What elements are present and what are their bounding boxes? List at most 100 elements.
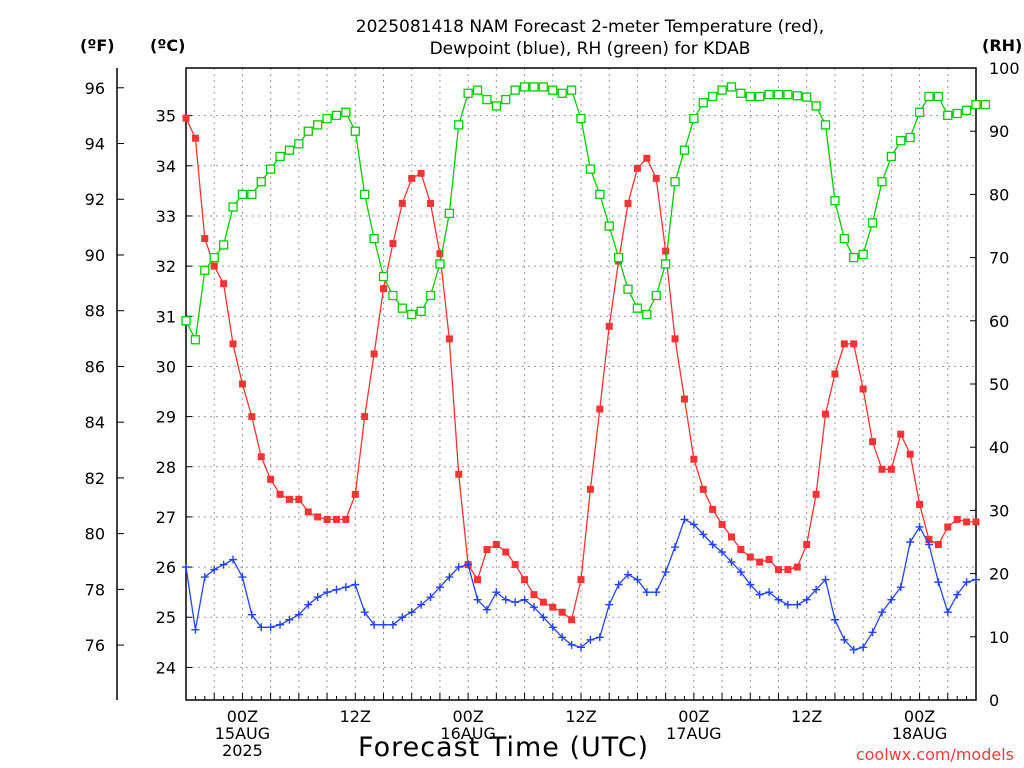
x-tick-label: 00Z (227, 707, 258, 726)
rh-point (501, 94, 511, 105)
rh-point (660, 259, 671, 269)
x-tick-label: 12Z (340, 707, 371, 726)
rh-tick-label: 60 (989, 312, 1009, 331)
rh-point (679, 145, 690, 155)
dewpoint-point (191, 625, 200, 634)
temperature-point (934, 541, 942, 549)
rh-point (228, 202, 238, 212)
temperature-point (201, 235, 209, 243)
rh-point (811, 101, 821, 111)
rh-point (519, 82, 530, 92)
rh-point (914, 107, 925, 117)
temperature-point (427, 199, 435, 207)
rh-point (237, 189, 248, 200)
temperature-point (568, 616, 576, 624)
tick-labels: 24 25 26 27 28 29 30 31 32 33 34 35 76 78 80 82 84 86 88 90… (85, 59, 1020, 760)
dewpoint-point (482, 605, 491, 614)
dewpoint-point (266, 623, 275, 632)
temperature-point (963, 518, 971, 526)
dewpoint-point (736, 568, 745, 577)
temperature-point (859, 385, 867, 393)
rh-point (425, 290, 436, 301)
rh-point (773, 89, 784, 100)
temperature-point (850, 340, 858, 348)
dewpoint-point (642, 588, 651, 597)
rh-point (538, 82, 549, 92)
celsius-unit-label: (ºC) (150, 36, 186, 55)
x-tick-label: 15AUG (215, 724, 270, 743)
rh-point (181, 316, 191, 326)
celsius-tick-label: 25 (156, 608, 176, 627)
dewpoint-point (520, 595, 529, 604)
dewpoint-point (859, 643, 868, 652)
rh-point (256, 177, 266, 187)
x-tick-label: 18AUG (892, 724, 947, 743)
fahrenheit-tick-label: 76 (85, 636, 105, 655)
rh-point (642, 309, 652, 320)
rh-point (548, 85, 558, 95)
dewpoint-point (915, 522, 924, 531)
rh-point (360, 189, 370, 200)
rh-point (651, 290, 661, 301)
dewpoint-point (605, 600, 614, 609)
temperature-point (314, 513, 322, 521)
temperature-point (530, 591, 538, 599)
rh-point (717, 85, 727, 95)
fahrenheit-tick-label: 80 (85, 525, 105, 544)
x-tick-label: 17AUG (666, 724, 721, 743)
temperature-point (445, 335, 453, 343)
rh-point (416, 306, 426, 316)
dewpoint-point (210, 565, 219, 574)
dewpoint-point (529, 603, 538, 612)
celsius-tick-label: 30 (156, 357, 176, 376)
celsius-tick-label: 31 (156, 307, 176, 326)
dewpoint-point (445, 573, 454, 582)
rh-point (745, 91, 755, 102)
dewpoint-point (323, 588, 332, 597)
rh-point (585, 164, 596, 174)
fahrenheit-tick-label: 78 (85, 580, 105, 599)
rh-point (698, 98, 708, 108)
rh-point (200, 265, 210, 275)
temperature-point (944, 523, 952, 531)
rh-point (557, 88, 567, 98)
rh-point (961, 105, 972, 115)
temperature-point (709, 505, 717, 513)
celsius-tick-label: 33 (156, 207, 176, 226)
dewpoint-point (426, 593, 435, 602)
dewpoint-point (548, 623, 557, 632)
dewpoint-point (247, 610, 256, 619)
rh-point (924, 91, 934, 102)
x-tick-label: 00Z (452, 707, 483, 726)
rh-point (764, 89, 774, 100)
credit-link[interactable]: coolwx.com/models (855, 745, 1014, 764)
temperature-point (925, 535, 933, 543)
dewpoint-point (868, 628, 877, 637)
rh-point (303, 126, 313, 136)
dewpoint-point (182, 563, 190, 572)
dewpoint-point (765, 588, 774, 597)
temperature-point (417, 169, 425, 177)
dewpoint-point (417, 600, 426, 609)
dewpoint-point (934, 578, 943, 587)
temperature-point (784, 566, 792, 574)
rh-point (331, 110, 342, 121)
temperature-point (793, 563, 801, 571)
rh-point (388, 290, 398, 301)
rh-point (190, 335, 201, 345)
celsius-tick-label: 27 (156, 508, 176, 527)
temperature-point (220, 280, 228, 288)
dewpoint-point (276, 620, 285, 629)
dewpoint-point (567, 640, 576, 649)
temperature-point (370, 350, 378, 358)
rh-point (830, 196, 840, 206)
x-tick-label: 00Z (904, 707, 935, 726)
temperature-point (229, 340, 237, 348)
temperature-point (916, 500, 924, 508)
temperature-point (558, 608, 566, 616)
dewpoint-point (924, 540, 933, 549)
rh-tick-label: 70 (989, 249, 1009, 268)
fahrenheit-tick-label: 92 (85, 190, 105, 209)
dewpoint-point (718, 548, 727, 557)
temperature-point (267, 475, 275, 483)
